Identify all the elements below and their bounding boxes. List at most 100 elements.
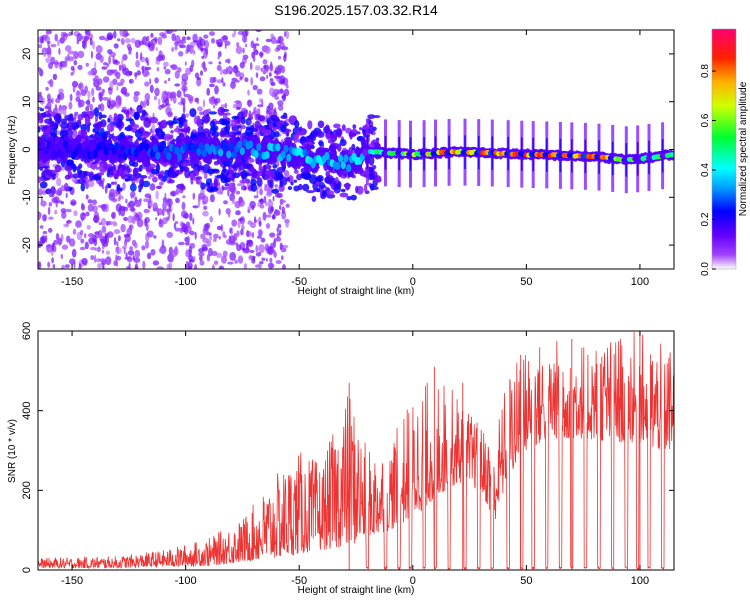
noise-blob [54, 104, 58, 110]
noise-blob [58, 47, 61, 55]
noise-blob [214, 98, 218, 106]
noise-blob [256, 88, 263, 95]
noise-blob [234, 100, 241, 104]
noise-blob [85, 106, 90, 112]
snr-series-line [38, 332, 674, 570]
noise-blob [149, 84, 154, 94]
noise-blob [112, 198, 118, 203]
band-blob [373, 177, 382, 183]
noise-blob [45, 86, 49, 91]
noise-blob [211, 38, 215, 44]
band-blob [127, 176, 135, 182]
noise-blob [147, 252, 152, 260]
noise-blob [99, 55, 104, 63]
noise-blob [57, 237, 63, 246]
band-blob [211, 131, 220, 138]
band-blob [171, 120, 180, 124]
noise-blob [116, 85, 119, 91]
noise-blob [258, 229, 263, 237]
noise-blob [281, 255, 284, 261]
noise-blob [70, 65, 75, 71]
colorbar-ticks: 0.0 0.2 0.4 0.6 0.8 [700, 64, 716, 276]
band-blob [296, 173, 302, 181]
noise-blob [199, 111, 205, 116]
noise-blob [174, 45, 178, 51]
band-blob [160, 170, 165, 176]
band-blob [119, 167, 123, 174]
noise-blob [262, 59, 268, 65]
noise-blob [39, 225, 44, 229]
noise-blob [246, 249, 250, 253]
noise-blob [126, 266, 130, 269]
noise-blob [174, 70, 180, 79]
noise-blob [61, 264, 65, 269]
noise-blob [234, 259, 238, 264]
noise-blob [45, 57, 50, 63]
ridge-mark [174, 146, 180, 155]
noise-blob [105, 256, 112, 266]
noise-blob [84, 241, 89, 250]
band-blob [73, 166, 81, 171]
noise-blob [55, 233, 60, 241]
noise-blob [87, 90, 91, 99]
noise-blob [278, 80, 285, 85]
band-blob [170, 170, 177, 178]
band-blob [293, 179, 298, 183]
noise-blob [229, 251, 237, 261]
noise-blob [95, 166, 100, 170]
ridge-mark [92, 149, 98, 158]
noise-blob [222, 82, 226, 87]
noise-blob [272, 195, 275, 202]
band-blob [86, 124, 90, 133]
noise-blob [260, 237, 266, 243]
noise-blob [240, 124, 246, 130]
noise-blob [277, 55, 282, 60]
noise-blob [209, 76, 215, 84]
noise-blob [274, 208, 279, 215]
noise-blob [197, 198, 201, 208]
noise-blob [202, 99, 205, 108]
noise-blob [285, 203, 290, 208]
noise-blob [77, 83, 82, 89]
noise-blob [78, 263, 82, 269]
noise-blob [236, 230, 240, 237]
ridge-mark [196, 147, 202, 156]
noise-blob [97, 263, 102, 269]
band-blob [81, 128, 88, 137]
noise-blob [180, 96, 183, 105]
noise-blob [173, 222, 177, 230]
noise-blob [98, 92, 103, 101]
band-blob [156, 185, 162, 190]
noise-blob [244, 30, 249, 37]
band-blob [215, 120, 222, 125]
noise-blob [149, 78, 152, 85]
colorbar-tick-label: 0.2 [700, 212, 711, 226]
noise-blob [171, 33, 176, 42]
noise-blob [186, 225, 192, 234]
noise-blob [77, 50, 85, 59]
noise-blob [247, 206, 252, 211]
noise-blob [259, 188, 263, 196]
noise-blob [255, 72, 259, 78]
band-blob [237, 161, 246, 171]
band-blob [183, 121, 188, 129]
noise-blob [113, 237, 117, 246]
noise-blob [221, 255, 227, 264]
noise-blob [269, 63, 274, 72]
ridge-mark [302, 148, 308, 157]
noise-blob [160, 104, 167, 108]
noise-blob [144, 92, 151, 102]
noise-blob [115, 247, 122, 255]
noise-blob [164, 80, 167, 84]
band-blob [42, 112, 47, 118]
band-blob [241, 171, 245, 180]
band-blob [316, 176, 323, 183]
snr-panel: -150 -100 -50 0 50 100 0 200 400 600 Height of s… [7, 322, 675, 596]
band-blob [326, 193, 336, 199]
band-blob [285, 177, 291, 182]
band-blob [290, 181, 294, 186]
spectrogram-marks [38, 30, 674, 269]
noise-blob [57, 39, 60, 47]
noise-blob [113, 43, 119, 49]
noise-blob [172, 96, 177, 104]
